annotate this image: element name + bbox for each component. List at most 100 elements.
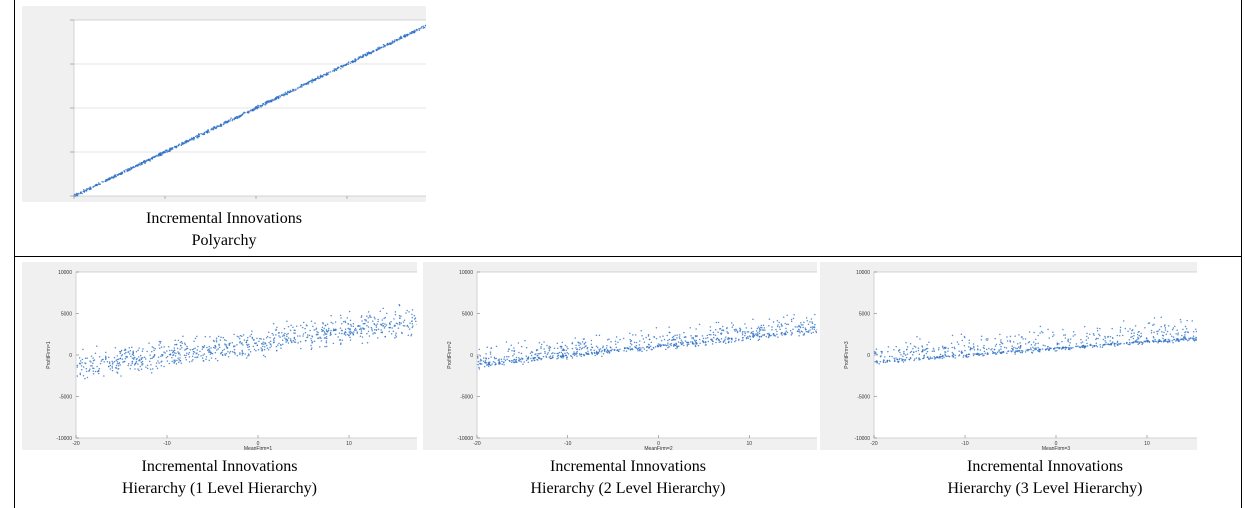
data-point xyxy=(520,358,522,361)
data-point xyxy=(1175,333,1177,335)
data-point xyxy=(648,338,651,341)
data-point xyxy=(1195,336,1197,339)
data-point xyxy=(133,364,136,366)
data-point xyxy=(347,63,350,66)
data-point xyxy=(370,316,372,319)
data-point xyxy=(1133,334,1135,337)
data-point xyxy=(351,331,353,334)
data-point xyxy=(175,352,177,354)
data-point xyxy=(642,338,645,340)
data-point xyxy=(798,335,800,337)
data-point xyxy=(938,357,940,359)
data-point xyxy=(101,358,103,361)
data-point xyxy=(591,346,594,349)
data-point xyxy=(1027,348,1029,351)
data-point xyxy=(281,332,283,334)
data-point xyxy=(1024,343,1027,345)
data-point xyxy=(328,71,330,74)
data-point xyxy=(794,326,797,328)
data-point xyxy=(208,131,210,133)
data-point xyxy=(138,369,140,372)
data-point xyxy=(520,352,523,355)
data-point xyxy=(985,348,988,351)
data-point xyxy=(135,360,138,363)
y-tick-label: 0 xyxy=(867,353,870,359)
data-point xyxy=(587,353,589,355)
data-point xyxy=(802,324,804,326)
data-point xyxy=(263,346,266,348)
data-point xyxy=(898,348,901,351)
data-point xyxy=(92,370,94,372)
data-point xyxy=(631,347,633,350)
data-point xyxy=(295,325,298,327)
data-point xyxy=(217,335,220,338)
data-point xyxy=(611,348,613,350)
data-point xyxy=(383,327,386,329)
data-point xyxy=(246,344,249,347)
data-point xyxy=(904,359,906,362)
data-point xyxy=(758,338,761,340)
data-point xyxy=(1148,340,1151,343)
data-point xyxy=(196,335,198,338)
data-point xyxy=(758,330,761,333)
data-point xyxy=(981,353,984,355)
data-point xyxy=(294,338,296,341)
data-point xyxy=(810,318,813,320)
data-point xyxy=(529,352,532,354)
data-point xyxy=(972,343,975,345)
data-point xyxy=(282,93,284,96)
data-point xyxy=(602,353,605,355)
data-point xyxy=(1127,330,1129,333)
data-point xyxy=(812,326,815,329)
data-point xyxy=(738,339,740,341)
data-point xyxy=(810,332,813,334)
data-point xyxy=(976,345,979,347)
data-point xyxy=(126,170,129,173)
data-point xyxy=(400,315,402,317)
data-point xyxy=(256,106,259,108)
y-tick-label: -5000 xyxy=(59,395,72,401)
data-point xyxy=(362,54,364,56)
data-point xyxy=(129,367,132,370)
data-point xyxy=(153,354,156,357)
data-point xyxy=(906,353,909,355)
data-point xyxy=(809,326,812,329)
data-point xyxy=(1175,340,1177,342)
data-point xyxy=(1064,334,1067,336)
chart-polyarchy xyxy=(22,6,439,202)
data-point xyxy=(1118,335,1121,337)
data-point xyxy=(1192,331,1195,333)
data-point xyxy=(668,331,671,333)
data-point xyxy=(676,337,678,339)
data-point xyxy=(1059,347,1061,349)
data-point xyxy=(480,359,483,362)
data-point xyxy=(152,368,154,370)
data-point xyxy=(709,326,712,328)
data-point xyxy=(768,333,770,336)
data-point xyxy=(1081,341,1084,343)
data-point xyxy=(147,159,149,161)
data-point xyxy=(679,341,682,344)
data-point xyxy=(108,356,110,358)
x-tick-label: -20 xyxy=(870,441,877,447)
data-point xyxy=(215,340,218,343)
data-point xyxy=(757,333,759,336)
data-point xyxy=(527,356,530,359)
data-point xyxy=(755,330,758,332)
data-point xyxy=(314,322,316,324)
data-point xyxy=(205,358,207,360)
data-point xyxy=(742,339,744,341)
data-point xyxy=(139,365,142,368)
data-point xyxy=(188,361,191,363)
data-point xyxy=(530,357,532,360)
data-point xyxy=(242,344,244,346)
data-point xyxy=(116,361,119,363)
data-point xyxy=(774,335,777,337)
data-point xyxy=(92,186,94,188)
data-point xyxy=(292,339,295,342)
data-point xyxy=(161,151,163,154)
data-point xyxy=(1000,345,1002,348)
data-point xyxy=(1017,346,1020,348)
data-point xyxy=(1091,346,1094,348)
data-point xyxy=(255,342,258,344)
